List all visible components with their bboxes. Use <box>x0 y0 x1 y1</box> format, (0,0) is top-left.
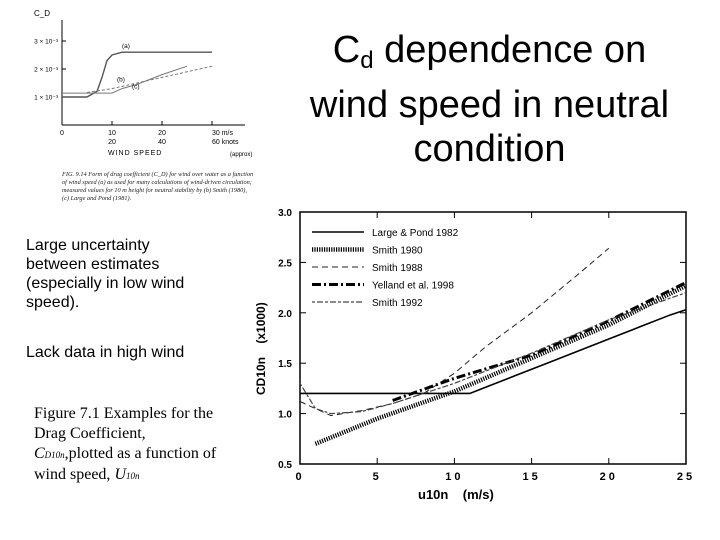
y-tick-label: 1.5 <box>278 359 292 370</box>
main-chart: 0 5 10 15 20 25 0.5 1.0 1.5 2.0 2.5 3.0 Large & Pon… <box>254 208 695 502</box>
y-tick-label: 0.5 <box>278 460 292 471</box>
small-figure-caption: FIG. 9.14 Form of drag coefficient (C_D)… <box>62 171 254 202</box>
small-x-note: (approx) <box>230 152 252 158</box>
caption-symbol-c-sub: D10n <box>44 450 65 460</box>
small-y-tick-label: 2 × 10⁻³ <box>34 67 59 74</box>
small-xlabel: WIND SPEED <box>108 150 162 157</box>
small-x-tick-label: 30 m/s <box>212 130 234 137</box>
small-x-ticks: 0 10 20 30 m/s 20 40 60 knots <box>60 121 239 146</box>
series-line-4 <box>392 281 687 402</box>
small-x-tick-label: 20 <box>158 130 166 137</box>
small-curve-label-3: (c) <box>132 84 140 91</box>
small-curve-label-2: (b) <box>117 77 125 84</box>
small-x-tick-label: 0 <box>60 130 64 137</box>
small-ylabel: C_D <box>34 9 50 18</box>
figure-caption: Figure 7.1 Examples for the Drag Coeffic… <box>34 404 224 486</box>
small-x-tick-knots: 60 knots <box>212 139 239 146</box>
small-series-2 <box>86 65 213 94</box>
y-tick-label: 2.0 <box>278 309 292 320</box>
main-plot-frame <box>299 211 687 465</box>
slide-title: Cd dependence on wind speed in neutral c… <box>292 28 687 171</box>
small-y-tick-label: 1 × 10⁻³ <box>34 95 59 102</box>
caption-symbol-u: U <box>114 466 126 483</box>
x-tick-label: 10 <box>445 471 463 483</box>
y-tick-label: 1.0 <box>278 410 292 421</box>
title-rest: dependence on wind speed in neutral cond… <box>309 29 670 170</box>
small-y-ticks: 3 × 10⁻³ 2 × 10⁻³ 1 × 10⁻³ <box>34 39 66 102</box>
small-series-3 <box>62 65 188 94</box>
small-curve-labels: (a) (b) (c) <box>117 43 140 91</box>
x-tick-label: 0 <box>295 471 304 483</box>
series-line-3 <box>299 247 610 417</box>
small-series-1 <box>62 51 212 98</box>
small-y-tick-label: 3 × 10⁻³ <box>34 39 59 46</box>
caption-symbol-u-sub: 10n <box>126 471 140 481</box>
x-tick-label: 20 <box>600 471 618 483</box>
main-series-lines <box>299 247 688 446</box>
small-figure: C_D 3 × 10⁻³ 2 × 10⁻³ 1 × 10⁻³ 0 10 20 30 m/s… <box>34 9 252 158</box>
legend-label-5: Smith 1992 <box>372 298 423 309</box>
main-legend: Large & Pond 1982 Smith 1980 Smith 1988 Yel… <box>312 228 459 309</box>
main-ylabel: CD10n (x1000) <box>254 302 268 395</box>
title-subscript: d <box>360 47 374 74</box>
caption-text-2: ,plotted as a function of wind speed, <box>34 445 217 483</box>
x-tick-label: 5 <box>373 471 382 483</box>
series-line-5 <box>299 292 687 415</box>
x-tick-label: 25 <box>677 471 695 483</box>
bullet-uncertainty: Large uncertainty between estimates (esp… <box>26 237 185 311</box>
bullet-lack-data: Lack data in high wind <box>26 344 185 361</box>
figure-label: Figure 7.1 <box>34 405 100 422</box>
main-ticks: 0 5 10 15 20 25 0.5 1.0 1.5 2.0 2.5 3.0 <box>278 208 695 483</box>
main-xlabel: u10n (m/s) <box>418 487 494 502</box>
small-x-tick-knots: 40 <box>158 139 166 146</box>
y-tick-label: 2.5 <box>278 258 292 269</box>
caption-symbol-c: C <box>34 445 45 462</box>
small-series-lines <box>62 51 213 98</box>
series-line-2 <box>314 283 688 446</box>
series-line-1 <box>300 309 687 395</box>
small-x-tick-label: 10 <box>108 130 116 137</box>
small-curve-label-1: (a) <box>122 43 130 50</box>
legend-label-4: Yelland et al. 1998 <box>372 281 454 292</box>
caption-text-1: Examples for the Drag Coefficient, <box>34 405 214 442</box>
title-c: C <box>332 29 361 71</box>
y-tick-label: 3.0 <box>278 208 292 219</box>
legend-label-2: Smith 1980 <box>372 246 423 257</box>
legend-label-1: Large & Pond 1982 <box>372 228 459 239</box>
x-tick-label: 15 <box>522 471 540 483</box>
small-x-tick-knots: 20 <box>108 139 116 146</box>
legend-label-3: Smith 1988 <box>372 263 423 274</box>
